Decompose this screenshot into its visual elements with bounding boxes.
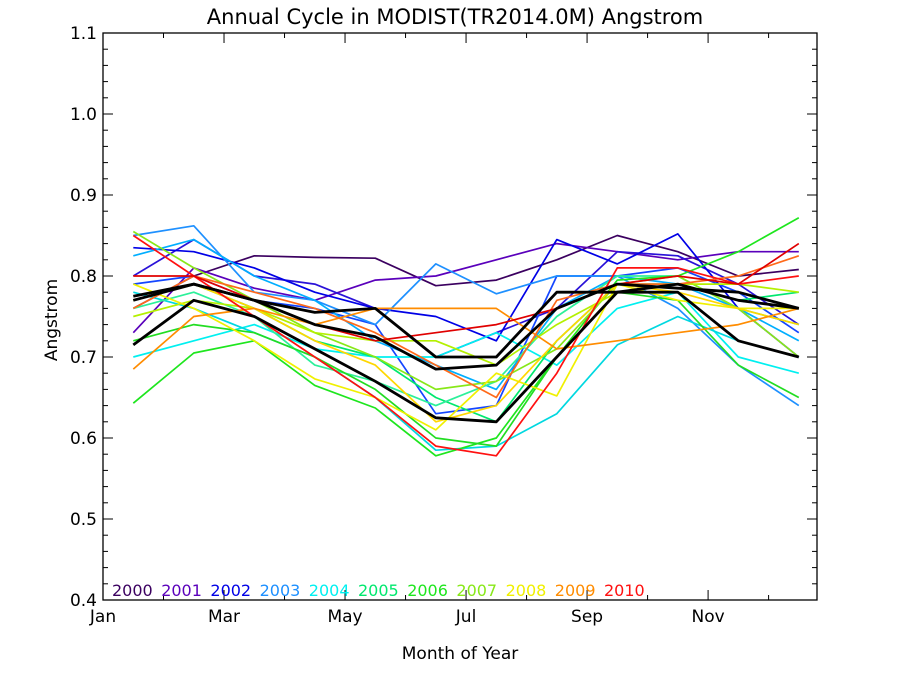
legend-item-2008: 2008: [506, 581, 547, 600]
chart-title: Annual Cycle in MODIST(TR2014.0M) Angstr…: [207, 5, 703, 29]
legend-item-2007: 2007: [456, 581, 497, 600]
legend-item-2010: 2010: [604, 581, 645, 600]
legend-item-2009: 2009: [555, 581, 596, 600]
legend-item-2001: 2001: [161, 581, 202, 600]
y-tick-label: 0.7: [70, 348, 97, 368]
x-tick-label: Jan: [89, 607, 116, 627]
series-line-2001: [132, 242, 799, 334]
x-tick-label: May: [327, 607, 362, 627]
series-line-2006: [132, 216, 800, 457]
series-line-2010: [132, 234, 799, 457]
x-tick-label: Jul: [455, 607, 477, 627]
legend-item-2002: 2002: [210, 581, 251, 600]
x-axis-label: Month of Year: [402, 644, 518, 664]
legend-item-2005: 2005: [358, 581, 399, 600]
y-tick-label: 0.6: [70, 429, 97, 449]
y-tick-label: 0.9: [70, 186, 97, 206]
series-line-2004: [133, 291, 800, 375]
series-line-2003: [133, 224, 800, 407]
series-line-2008: [133, 283, 800, 423]
series-line-2004: [133, 291, 800, 452]
series-line-2009: [132, 307, 800, 370]
series-line-mean-23: [132, 282, 799, 359]
x-tick-label: Sep: [571, 607, 603, 627]
series-line-mean-22: [132, 290, 800, 424]
y-tick-label: 0.4: [70, 591, 97, 611]
y-tick-label: 1.0: [70, 105, 97, 125]
y-tick-label: 0.5: [70, 510, 97, 530]
y-axis-label: Angstrom: [42, 279, 62, 361]
x-tick-label: Mar: [208, 607, 240, 627]
series-line-2007: [132, 230, 800, 391]
axis-ticks: 0.4 0.5 0.6 0.7 0.8 0.9 1.0 1.1 Jan Mar May Jul Sep N…: [70, 24, 817, 627]
legend-item-2000: 2000: [112, 581, 153, 600]
plot-frame: [102, 32, 818, 601]
y-tick-label: 0.8: [70, 267, 97, 287]
series-line-2009: [132, 254, 800, 399]
legend: 2000 2001 2002 2003 2004 2005 2006 2007 2008 2009…: [112, 581, 645, 600]
series-line-2006: [133, 291, 800, 447]
legend-item-2006: 2006: [407, 581, 448, 600]
series-line-2000: [132, 234, 799, 310]
series-lines: [132, 216, 800, 457]
y-tick-label: 1.1: [70, 24, 97, 44]
x-tick-label: Nov: [691, 607, 724, 627]
series-line-2007: [133, 283, 799, 366]
legend-item-2004: 2004: [309, 581, 350, 600]
legend-item-2003: 2003: [260, 581, 301, 600]
